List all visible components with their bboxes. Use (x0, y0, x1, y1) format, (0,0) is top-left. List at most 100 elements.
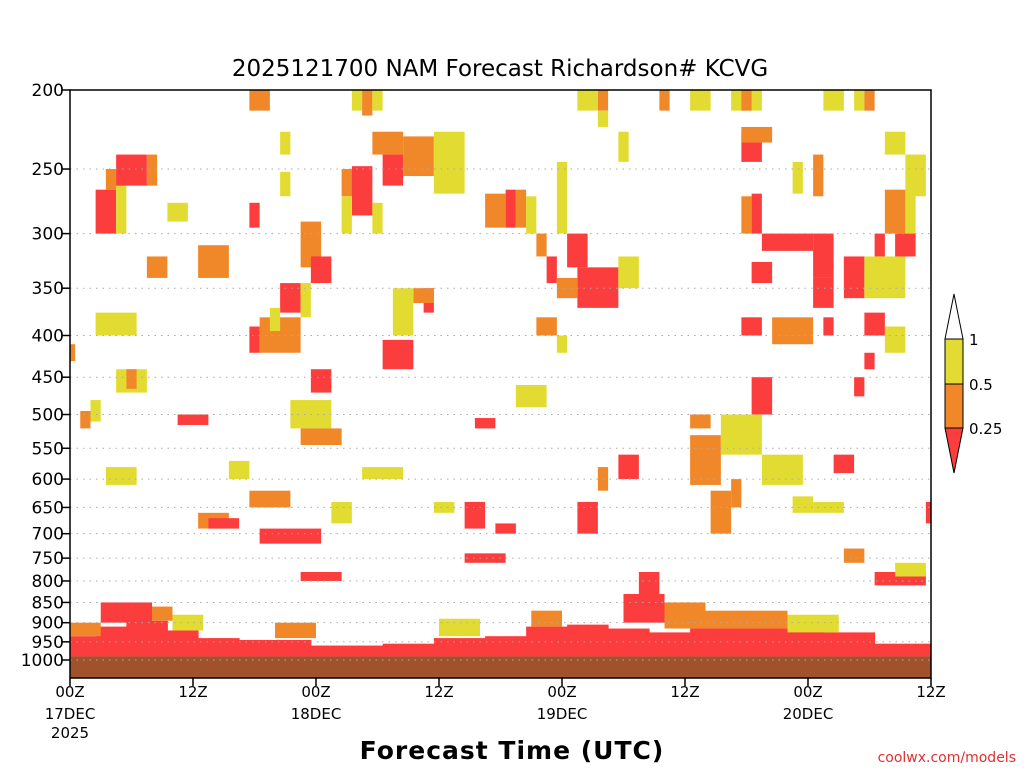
x-tick-date: 20DEC (783, 705, 834, 723)
heat-cell (884, 131, 906, 155)
boundary-layer-cell (70, 636, 76, 657)
heat-cell (618, 256, 639, 289)
heat-cell (331, 501, 352, 524)
heat-cell (741, 196, 752, 234)
heat-cell (864, 90, 875, 111)
heat-cell (556, 335, 568, 353)
heat-cell (372, 131, 404, 155)
heat-cell (843, 548, 865, 563)
heat-cell (731, 479, 742, 508)
heat-cell (80, 410, 91, 429)
y-tick-label: 700 (32, 525, 64, 545)
heat-cell (464, 501, 486, 529)
heat-cell (638, 572, 660, 595)
boundary-layer-cell (126, 620, 138, 657)
boundary-layer-cell (895, 643, 906, 657)
boundary-layer-cell (310, 645, 322, 657)
y-axis: 200 250 300 350 400 450 500 550 600 650 700 750 8008… (21, 81, 70, 671)
heat-cell (152, 606, 173, 621)
heat-cell (485, 193, 506, 228)
heat-cell (659, 90, 670, 111)
heat-cell (526, 196, 537, 234)
heat-cell (833, 454, 855, 474)
heat-cell (177, 414, 209, 425)
y-tick-label: 200 (32, 81, 64, 101)
boundary-layer-cell (567, 624, 578, 657)
boundary-layer-cell (864, 632, 876, 657)
heat-cell (761, 233, 814, 251)
heat-cell (474, 418, 496, 429)
heat-cell (372, 90, 383, 111)
heat-cell (597, 110, 609, 127)
boundary-layer-cell (105, 626, 117, 657)
heat-cell (710, 490, 732, 534)
heat-cell (208, 518, 240, 529)
heat-cell (690, 90, 711, 111)
heat-cell (787, 614, 839, 633)
boundary-layer-cell (208, 638, 220, 657)
heat-cell (761, 454, 803, 485)
boundary-layer-cell (556, 626, 568, 657)
heat-cell (567, 233, 588, 268)
heat-cell (618, 454, 639, 480)
heat-cell (351, 166, 373, 216)
boundary-layer-cell (669, 632, 681, 657)
heat-cell (864, 256, 906, 299)
boundary-layer-cell (802, 628, 814, 657)
boundary-layer-cell (198, 638, 209, 657)
boundary-layer-cell (474, 638, 486, 657)
boundary-layer-cell (741, 628, 753, 657)
boundary-layer-cell (433, 638, 445, 657)
boundary-layer-cell (925, 643, 932, 657)
boundary-layer-cell (751, 628, 763, 657)
heat-cell (95, 189, 117, 234)
x-tick-date: 17DEC (45, 705, 96, 723)
heat-cell (116, 169, 127, 234)
heat-cell (536, 317, 557, 336)
heat-cell (751, 261, 773, 284)
y-tick-label: 900 (32, 614, 64, 634)
boundary-layer-cell (218, 638, 230, 657)
y-tick-label: 500 (32, 406, 64, 426)
heat-cell (280, 283, 301, 313)
heat-cell (275, 622, 316, 639)
boundary-layer-cell (813, 628, 824, 657)
heat-cell (341, 196, 352, 234)
heat-cell (300, 428, 342, 446)
heat-cell (300, 283, 311, 318)
boundary-layer-cell (146, 620, 158, 657)
heat-cell (300, 221, 322, 268)
boundary-layer-cell (874, 643, 886, 657)
heat-cell (280, 171, 291, 197)
heat-cell (854, 90, 865, 111)
legend-swatch-below-0.25 (944, 427, 964, 474)
heat-cell (116, 154, 147, 186)
boundary-layer-cell (187, 630, 199, 657)
x-tick-label: 00Z (793, 683, 822, 701)
heat-cell (823, 317, 834, 336)
y-tick-label: 950 (32, 633, 64, 653)
heat-cell (895, 233, 916, 257)
boundary-layer-cell (905, 643, 917, 657)
heat-cell (905, 193, 916, 234)
heat-cell (280, 131, 291, 155)
heat-cell (705, 610, 788, 629)
heat-cell (813, 501, 844, 513)
heat-cell (146, 154, 158, 186)
heat-cell (792, 496, 814, 513)
x-tick-year: 2025 (51, 724, 89, 742)
y-tick-label: 250 (32, 160, 64, 180)
x-tick-label: 12Z (916, 683, 945, 701)
boundary-layer-cell (608, 628, 619, 657)
heat-cell (105, 169, 117, 190)
boundary-layer-cell (700, 628, 712, 657)
boundary-layer-cell (116, 626, 127, 657)
heat-cell (874, 233, 885, 257)
y-tick-label: 300 (32, 225, 64, 245)
boundary-layer-cell (177, 630, 189, 657)
boundary-layer-cell (854, 632, 865, 657)
heat-cell (813, 233, 834, 278)
boundary-layer-cell (290, 639, 302, 657)
y-tick-label: 800 (32, 572, 64, 592)
boundary-layer-cell (136, 620, 148, 657)
